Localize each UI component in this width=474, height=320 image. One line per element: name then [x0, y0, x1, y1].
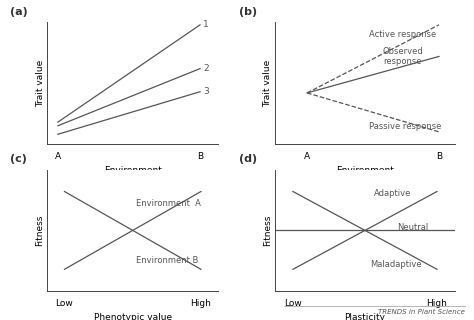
- Text: Environment B: Environment B: [136, 256, 199, 265]
- Text: 3: 3: [203, 87, 209, 96]
- Text: TRENDS in Plant Science: TRENDS in Plant Science: [378, 309, 465, 315]
- Text: (a): (a): [10, 7, 27, 17]
- Text: 2: 2: [203, 64, 209, 73]
- Y-axis label: Trait value: Trait value: [36, 60, 45, 107]
- Y-axis label: Trait value: Trait value: [263, 60, 272, 107]
- Y-axis label: Fitness: Fitness: [36, 215, 45, 246]
- X-axis label: Phenotypic value: Phenotypic value: [94, 313, 172, 320]
- X-axis label: Environment: Environment: [104, 166, 162, 175]
- Text: Adaptive: Adaptive: [374, 189, 411, 198]
- Text: (c): (c): [10, 154, 27, 164]
- Text: Neutral: Neutral: [397, 223, 428, 232]
- Text: (b): (b): [239, 7, 257, 17]
- Text: (d): (d): [239, 154, 257, 164]
- Text: Passive response: Passive response: [369, 123, 441, 132]
- Text: Environment  A: Environment A: [136, 199, 201, 208]
- Y-axis label: Fitness: Fitness: [263, 215, 272, 246]
- Text: Active response: Active response: [369, 30, 436, 39]
- X-axis label: Plasticity: Plasticity: [345, 313, 385, 320]
- Text: Maladaptive: Maladaptive: [370, 260, 422, 269]
- Text: Observed
response: Observed response: [383, 47, 424, 66]
- X-axis label: Environment: Environment: [336, 166, 394, 175]
- Text: 1: 1: [203, 20, 209, 29]
